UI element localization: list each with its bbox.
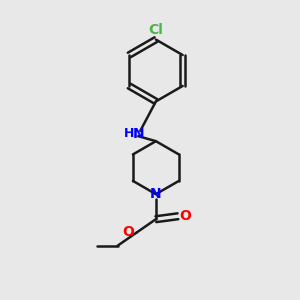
Text: H: H (123, 127, 134, 140)
Text: O: O (122, 225, 134, 239)
Text: N: N (150, 187, 162, 201)
Text: N: N (132, 127, 144, 141)
Text: O: O (179, 209, 191, 223)
Text: Cl: Cl (148, 22, 163, 37)
